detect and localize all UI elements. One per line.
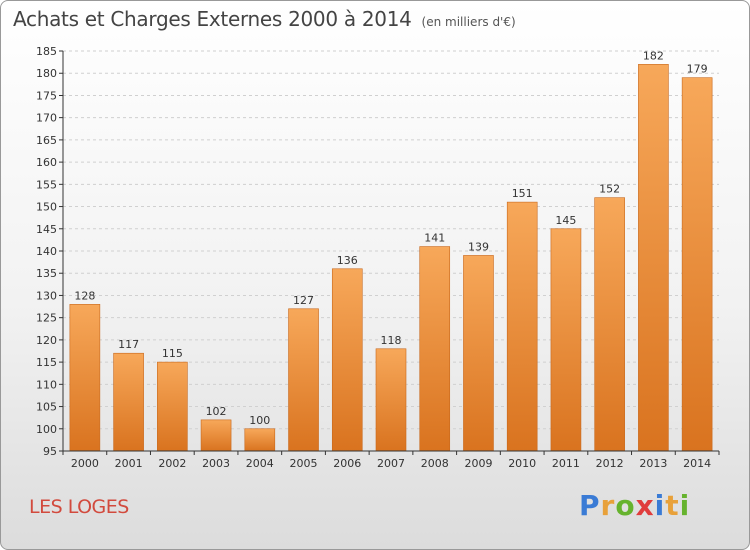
bar [244, 428, 276, 452]
proxiti-logo: Proxiti [579, 489, 690, 522]
data-label: 152 [599, 183, 620, 196]
x-tick-label: 2012 [596, 457, 624, 470]
y-tick-label: 180 [36, 67, 57, 80]
x-tick-label: 2004 [246, 457, 274, 470]
y-tick-label: 95 [43, 445, 57, 458]
y-tick-label: 175 [36, 89, 57, 102]
bar [200, 419, 232, 452]
logo-letter: r [600, 489, 616, 522]
data-label: 118 [381, 334, 402, 347]
bars [69, 64, 713, 452]
data-label: 128 [74, 289, 95, 302]
data-label: 117 [118, 338, 139, 351]
data-label: 100 [249, 414, 270, 427]
chart-subtitle: (en milliers d'€) [421, 15, 516, 29]
bar [157, 361, 188, 452]
bar [463, 255, 494, 452]
x-tick-label: 2001 [115, 457, 143, 470]
x-tick-label: 2002 [158, 457, 186, 470]
bar [594, 197, 625, 452]
y-tick-label: 135 [36, 267, 57, 280]
x-axis-ticks: 2000 2001 2002 2003 2004 2005 2006 2007 2008 2009… [62, 451, 720, 470]
bar [550, 228, 582, 452]
x-tick-label: 2008 [421, 457, 449, 470]
y-tick-label: 130 [36, 289, 57, 302]
y-tick-label: 110 [36, 378, 57, 391]
y-tick-label: 120 [36, 334, 57, 347]
bar [681, 77, 713, 452]
data-label: 141 [424, 232, 445, 245]
bar [375, 348, 407, 452]
data-labels: 128 117 115 102 100 127 136 118 141 139 151 145 152 1… [74, 49, 707, 426]
x-tick-label: 2011 [552, 457, 580, 470]
y-tick-label: 150 [36, 201, 57, 214]
data-label: 179 [687, 63, 708, 76]
y-tick-label: 160 [36, 156, 57, 169]
bar [113, 352, 144, 452]
chart-title-text: Achats et Charges Externes 2000 à 2014 [13, 7, 412, 31]
x-tick-label: 2000 [71, 457, 99, 470]
y-tick-label: 155 [36, 178, 57, 191]
logo-letter: i [679, 489, 691, 522]
y-tick-label: 125 [36, 312, 57, 325]
y-axis-ticks: 95 100 105 110 115 120 125 130 135 140 145 150 155 16… [36, 45, 63, 458]
y-tick-label: 145 [36, 223, 57, 236]
x-tick-label: 2006 [333, 457, 361, 470]
logo-letter: x [635, 489, 655, 522]
bar [69, 304, 101, 452]
data-label: 139 [468, 240, 489, 253]
y-tick-label: 185 [36, 45, 57, 58]
bar [419, 246, 451, 452]
logo-letter: i [654, 489, 666, 522]
bar [331, 268, 363, 452]
data-label: 182 [643, 49, 664, 62]
y-tick-label: 100 [36, 423, 57, 436]
data-label: 151 [512, 187, 533, 200]
bar [506, 201, 538, 452]
x-tick-label: 2007 [377, 457, 405, 470]
y-tick-label: 115 [36, 356, 57, 369]
y-tick-label: 165 [36, 134, 57, 147]
x-tick-label: 2013 [639, 457, 667, 470]
axes [62, 51, 719, 452]
data-label: 127 [293, 294, 314, 307]
x-tick-label: 2005 [290, 457, 318, 470]
chart-title: Achats et Charges Externes 2000 à 2014 (e… [13, 7, 516, 31]
bar [288, 308, 319, 452]
x-tick-label: 2010 [508, 457, 536, 470]
logo-letter: t [665, 489, 680, 522]
bar [638, 64, 669, 452]
data-label: 145 [555, 214, 576, 227]
data-label: 136 [337, 254, 358, 267]
y-tick-label: 140 [36, 245, 57, 258]
logo-letter: P [579, 489, 601, 522]
commune-name: LES LOGES [29, 496, 129, 518]
data-label: 102 [206, 405, 227, 418]
y-tick-label: 170 [36, 112, 57, 125]
y-tick-label: 105 [36, 401, 57, 414]
logo-letter: o [615, 489, 636, 522]
data-label: 115 [162, 347, 183, 360]
x-tick-label: 2009 [464, 457, 492, 470]
x-tick-label: 2014 [683, 457, 711, 470]
x-tick-label: 2003 [202, 457, 230, 470]
